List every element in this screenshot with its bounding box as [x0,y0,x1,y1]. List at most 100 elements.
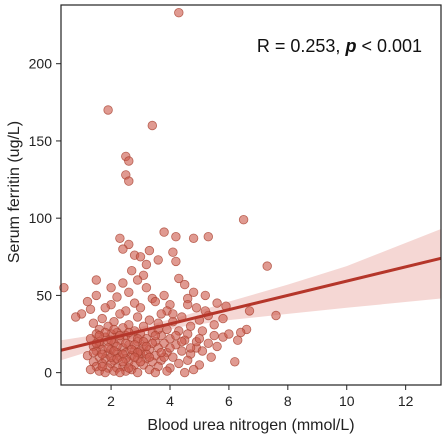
y-tick-label: 50 [36,287,52,303]
x-tick-label: 2 [107,393,115,409]
data-point [188,287,199,298]
data-point [94,330,105,341]
data-point [232,335,243,345]
data-point [91,290,102,301]
points-layer [59,7,281,378]
x-tick-label: 12 [398,393,414,409]
data-point [185,343,196,353]
data-point [271,310,281,321]
y-tick-label: 150 [29,133,53,149]
data-point [182,355,193,366]
data-point [132,275,143,285]
data-point [150,296,161,307]
x-tick-label: 10 [339,393,355,409]
data-point [159,290,169,301]
data-point [171,231,181,242]
data-point [144,315,155,325]
data-point [150,367,161,378]
data-point [118,357,128,367]
data-point [141,259,152,270]
data-point [244,306,255,316]
r-value-text: R = 0.253, [257,36,341,56]
data-point [144,245,155,256]
data-point [179,279,190,290]
p-symbol: p [344,36,356,56]
data-point [115,309,125,319]
data-point [174,273,184,284]
data-point [168,309,178,319]
data-point [177,346,187,356]
data-point [100,303,110,313]
data-point [218,313,228,324]
data-point [129,352,140,362]
data-point [121,338,131,349]
data-point [156,347,166,358]
data-point [230,357,240,367]
data-point [115,367,125,378]
data-point [188,364,199,375]
x-axis-ticks: 2 4 6 8 10 12 [107,385,414,409]
data-point [118,278,128,288]
data-point [85,364,96,375]
data-point [212,341,222,352]
data-point [124,363,134,373]
data-point [191,303,202,313]
data-point [97,349,107,359]
data-point [224,329,234,339]
data-point [109,346,119,356]
data-point [59,283,69,293]
data-point [135,303,146,313]
data-point [97,313,107,324]
data-point [174,358,184,369]
data-point [262,261,272,271]
data-point [212,298,222,308]
y-tick-label: 100 [29,210,53,226]
data-point [171,256,181,267]
data-point [168,247,178,257]
data-point [165,343,175,353]
data-point [132,367,143,378]
x-tick-label: 6 [225,393,233,409]
x-axis-label: Blood urea nitrogen (mmol/L) [147,417,354,434]
data-point [203,338,214,349]
data-point [85,304,96,315]
y-axis-label: Serum ferritin (ug/L) [6,121,23,263]
p-value-text: < 0.001 [356,36,422,56]
data-point [162,366,172,376]
data-point [103,105,113,115]
y-axis-ticks: 0 50 100 150 200 [29,56,61,381]
data-point [150,330,161,341]
data-point [124,156,134,166]
y-tick-label: 200 [29,56,53,72]
y-tick-label: 0 [44,365,52,381]
data-point [197,326,208,336]
data-point [141,283,152,293]
data-point [174,7,184,18]
data-point [153,255,163,265]
data-point [97,361,107,372]
data-point [156,309,166,319]
x-tick-label: 8 [284,393,292,409]
data-point [135,252,146,262]
data-point [194,334,205,344]
data-point [238,214,249,225]
data-point [177,337,187,347]
plot-frame [60,4,442,386]
data-point [159,227,169,237]
data-point [197,346,208,356]
data-point [112,292,122,302]
data-point [88,318,99,328]
data-point [88,347,99,358]
data-point [141,341,152,352]
stat-annotation: R = 0.253, p < 0.001 [257,36,422,56]
data-point [147,120,158,131]
data-point [91,275,102,285]
data-point [144,352,155,362]
regression-line [60,256,442,352]
data-point [206,352,216,362]
data-point [209,330,219,341]
data-point [182,300,193,310]
data-point [132,312,143,322]
data-point [118,244,128,254]
